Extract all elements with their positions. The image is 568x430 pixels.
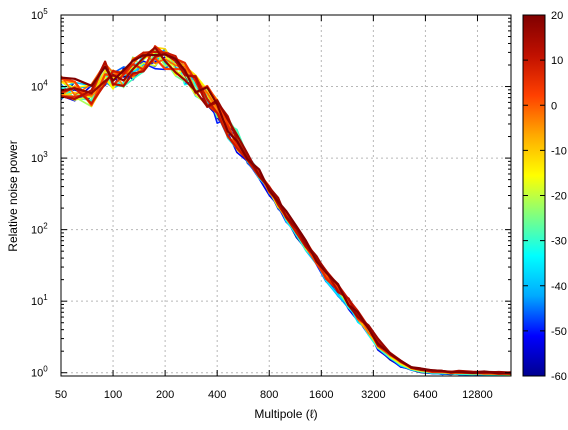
y-axis: 100 101 102 103 104 105	[31, 7, 511, 380]
x-tick-label: 100	[104, 389, 122, 401]
series-line	[61, 53, 511, 375]
y-axis-title: Relative noise power	[6, 140, 20, 251]
x-tick-label: 800	[260, 389, 278, 401]
colorbar-axis: 20 10 0 -10 -20 -30 -40 -50 -60	[523, 10, 567, 383]
x-tick-label: 400	[208, 389, 226, 401]
x-tick-label: 50	[55, 389, 67, 401]
x-tick-label: 1600	[309, 389, 333, 401]
colorbar-tick-label: -60	[551, 371, 567, 383]
grid-lines	[61, 15, 511, 376]
colorbar-tick-label: -30	[551, 236, 567, 248]
y-tick-label: 105	[31, 7, 48, 22]
colorbar-tick-label: 10	[551, 55, 563, 67]
x-tick-label: 200	[156, 389, 174, 401]
x-tick-label: 12800	[462, 389, 493, 401]
colorbar-tick-label: 20	[551, 10, 563, 22]
y-tick-label: 103	[31, 150, 48, 165]
colorbar-tick-label: -50	[551, 326, 567, 338]
x-tick-label: 3200	[361, 389, 385, 401]
y-tick-label: 102	[31, 222, 48, 237]
colorbar-tick-label: -40	[551, 281, 567, 293]
colorbar-tick-label: 0	[551, 100, 557, 112]
colorbar-tick-label: -10	[551, 145, 567, 157]
y-tick-label: 101	[31, 293, 48, 308]
x-tick-label: 6400	[413, 389, 437, 401]
y-tick-label: 104	[31, 79, 48, 94]
x-axis: 50 100 200 400 800 1600 3200 6400 12800	[55, 15, 493, 401]
colorbar-tick-label: -20	[551, 191, 567, 203]
series-group	[61, 45, 511, 376]
x-axis-title: Multipole (ℓ)	[254, 407, 317, 421]
y-tick-label: 100	[31, 365, 48, 380]
